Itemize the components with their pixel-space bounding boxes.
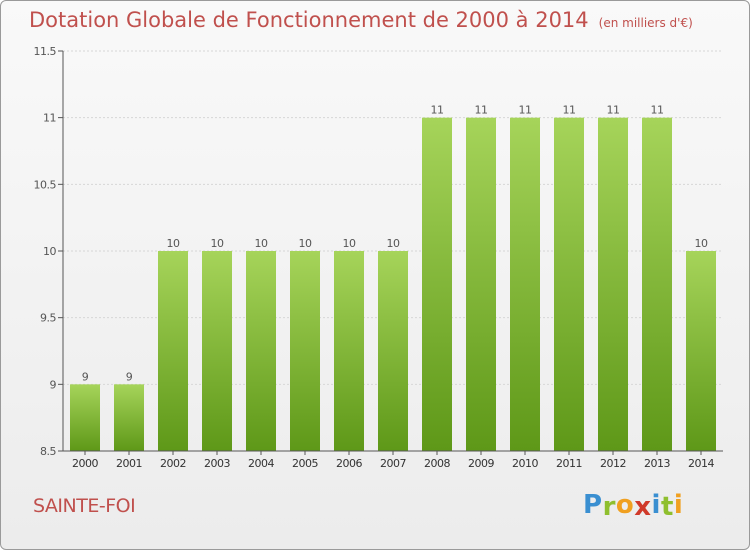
data-label: 11: [563, 104, 576, 117]
data-label: 9: [126, 370, 133, 383]
x-tick-label: 2000: [72, 457, 98, 470]
logo-letter: t: [660, 492, 674, 522]
bar: [554, 117, 584, 452]
data-label: 9: [82, 370, 89, 383]
x-tick-label: 2011: [556, 457, 582, 470]
data-label: 10: [343, 237, 356, 250]
bar: [334, 251, 364, 451]
y-tick-label: 8.5: [40, 445, 56, 458]
bar: [642, 117, 672, 452]
data-label: 11: [607, 104, 620, 117]
x-tick-label: 2002: [160, 457, 186, 470]
x-tick-label: 2007: [380, 457, 406, 470]
logo-letter: P: [583, 490, 603, 520]
bars: [70, 117, 716, 452]
y-tick-label: 10: [43, 245, 56, 258]
chart-subtitle: (en milliers d'€): [598, 16, 693, 30]
x-tick-label: 2014: [688, 457, 714, 470]
bar: [246, 251, 276, 451]
bar: [598, 117, 628, 452]
bar: [686, 251, 716, 451]
x-tick-label: 2005: [292, 457, 318, 470]
data-labels: 9 9 10 10 10 10 10 10 11 11 11 11 11 11 10: [82, 104, 709, 384]
data-label: 10: [211, 237, 224, 250]
commune-name: SAINTE-FOI: [33, 495, 136, 517]
bar: [466, 117, 496, 452]
data-label: 11: [651, 104, 664, 117]
bar: [290, 251, 320, 451]
y-tick-label: 11: [43, 112, 56, 125]
logo-letter: i: [651, 490, 661, 520]
chart-title-text: Dotation Globale de Fonctionnement de 20…: [29, 8, 589, 32]
y-tick-label: 11.5: [34, 45, 57, 58]
data-label: 10: [255, 237, 268, 250]
x-tick-label: 2001: [116, 457, 142, 470]
bar: [70, 384, 100, 451]
data-label: 11: [475, 104, 488, 117]
bar: [422, 117, 452, 452]
chart-title: Dotation Globale de Fonctionnement de 20…: [29, 8, 693, 32]
logo-letter: i: [673, 490, 684, 520]
data-label: 11: [519, 104, 532, 117]
x-tick-label: 2010: [512, 457, 538, 470]
logo-letter: x: [634, 492, 652, 522]
data-label: 10: [695, 237, 708, 250]
bar: [158, 251, 188, 451]
x-tick-label: 2009: [468, 457, 494, 470]
bar: [510, 117, 540, 452]
x-tick-label: 2004: [248, 457, 274, 470]
bar: [378, 251, 408, 451]
data-label: 10: [299, 237, 312, 250]
x-tick-label: 2008: [424, 457, 450, 470]
proxiti-logo[interactable]: Proxiti: [583, 490, 684, 522]
data-label: 11: [431, 104, 444, 117]
y-tick-label: 10.5: [34, 178, 57, 191]
y-tick-label: 9.5: [40, 312, 56, 325]
bar: [114, 384, 144, 451]
x-tick-label: 2003: [204, 457, 230, 470]
axes: 8.5 9 9.5 10 10.5 11 11.5 2000 2001 2002 2003 2004 2…: [34, 45, 723, 470]
logo-letter: r: [602, 492, 616, 522]
data-label: 10: [167, 237, 180, 250]
y-tick-label: 9: [50, 378, 57, 391]
x-tick-label: 2006: [336, 457, 362, 470]
x-tick-label: 2013: [644, 457, 670, 470]
logo-letter: o: [615, 490, 635, 520]
x-tick-label: 2012: [600, 457, 626, 470]
bar: [202, 251, 232, 451]
data-label: 10: [387, 237, 400, 250]
